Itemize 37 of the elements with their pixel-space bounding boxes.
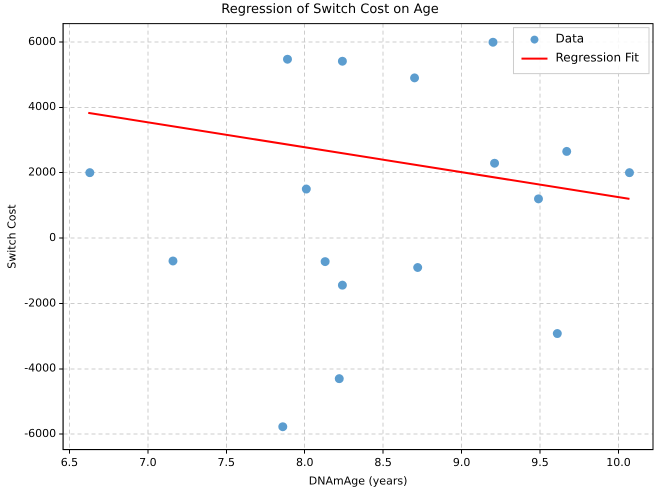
point (490, 158, 500, 168)
point (85, 168, 94, 178)
x-tick-label: 10.0 (606, 456, 631, 470)
point (562, 146, 572, 156)
y-tick-label: 0 (49, 230, 56, 244)
point (413, 262, 422, 272)
y-axis-title: Switch Cost (5, 204, 18, 269)
point (282, 54, 292, 64)
point (624, 168, 634, 178)
y-tick-label: 4000 (28, 100, 56, 114)
x-axis-title: DNAmAge (years) (308, 474, 408, 488)
y-tick-label: -6000 (24, 427, 56, 440)
point (552, 329, 562, 338)
point (302, 184, 311, 194)
point (334, 374, 344, 384)
point (488, 38, 498, 47)
chart-title: Regression of Switch Cost on Age (221, 2, 439, 18)
x-tick-label: 8.0 (296, 456, 314, 470)
x-tick-label: 9.0 (452, 456, 470, 470)
y-tick-label: 6000 (28, 34, 56, 48)
y-tick-label: -4000 (24, 362, 56, 375)
point (278, 422, 288, 432)
point (338, 56, 347, 66)
x-tick-label: 7.5 (218, 456, 236, 470)
x-tick-label: 8.5 (374, 456, 392, 470)
point (320, 257, 330, 266)
x-tick-label: 7.0 (139, 456, 157, 470)
point (168, 256, 178, 266)
legend-label: Regression Fit (555, 50, 640, 65)
y-tick-label: -2000 (24, 296, 56, 310)
y-tick-label: 2000 (28, 166, 56, 179)
legend-label: Data (555, 32, 584, 46)
x-tick-label: 6.5 (60, 456, 78, 470)
point (338, 280, 347, 290)
point (410, 73, 420, 82)
x-tick-label: 9.5 (531, 456, 549, 470)
point (534, 194, 543, 204)
